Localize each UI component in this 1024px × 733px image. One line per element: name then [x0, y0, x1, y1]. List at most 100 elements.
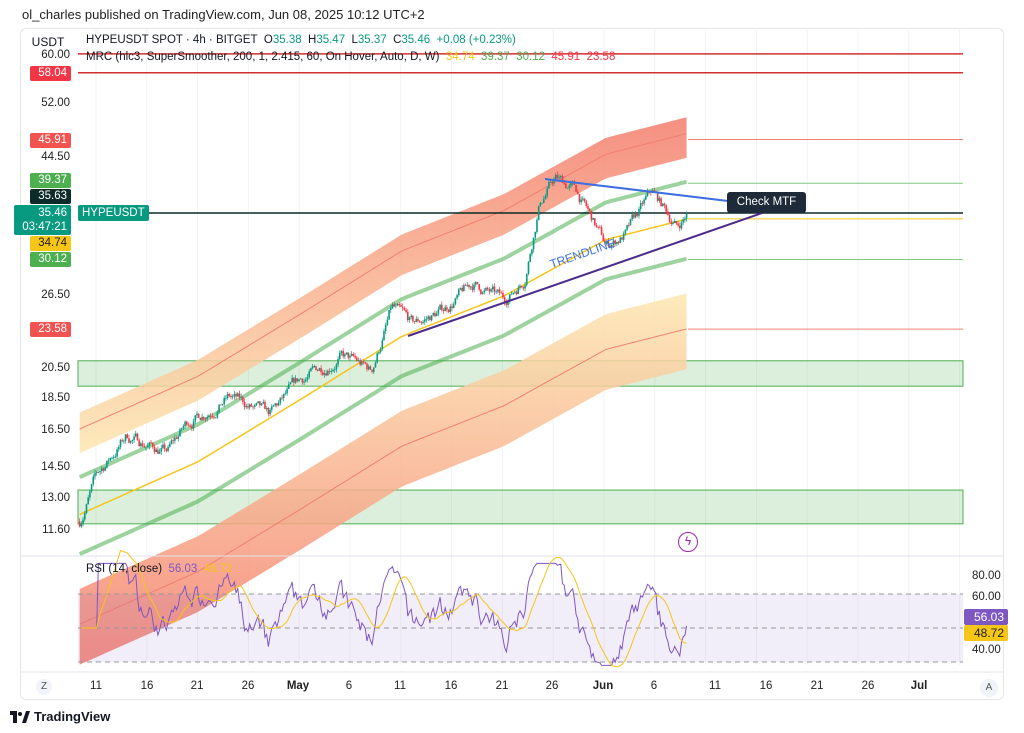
candle-body: [296, 378, 299, 382]
candle-body: [321, 372, 324, 375]
check-mtf-note[interactable]: Check MTF: [727, 192, 806, 213]
candle-body: [541, 202, 543, 204]
candle-body: [673, 220, 676, 224]
bar-countdown: 03:47:21: [22, 221, 67, 233]
candle-body: [310, 368, 312, 372]
candle-body: [633, 214, 635, 218]
candle-body: [160, 447, 163, 452]
outer-lower-mid-line: [79, 328, 687, 625]
candle-body: [622, 233, 625, 240]
candle-body: [352, 353, 355, 356]
time-tick: 6: [345, 680, 353, 692]
candle-body: [527, 261, 530, 274]
candle-body: [291, 377, 293, 383]
candle-body: [121, 440, 123, 442]
candle-body: [549, 181, 552, 183]
auto-scale-button[interactable]: A: [980, 679, 998, 697]
candle-body: [236, 393, 239, 397]
candle-body: [184, 421, 186, 427]
candle-body: [423, 319, 426, 322]
candle-body: [636, 213, 639, 216]
indicator-legend: MRC (hlc3, SuperSmoother, 200, 1, 2.415,…: [86, 51, 615, 63]
l-label: L: [351, 34, 358, 46]
candle-body: [226, 393, 229, 398]
candle-body: [665, 205, 667, 212]
candle-body: [449, 306, 452, 312]
symbol-title[interactable]: HYPEUSDT SPOT · 4h · BITGET: [86, 34, 258, 46]
candle-body: [123, 440, 125, 442]
candle-body: [384, 324, 387, 332]
candle-body: [333, 369, 336, 371]
candle-body: [131, 439, 134, 441]
time-tick: 11: [394, 680, 406, 692]
candle-body: [202, 416, 205, 419]
candle-body: [92, 476, 95, 485]
candle-body: [143, 446, 146, 448]
candle-body: [267, 408, 270, 415]
candle-body: [257, 401, 259, 404]
zoom-reset-button[interactable]: Z: [36, 679, 52, 695]
candle-body: [235, 393, 237, 397]
tradingview-logo-icon: [10, 710, 30, 723]
candle-body: [197, 413, 200, 418]
candle-body: [566, 187, 569, 189]
mean-value: 34.74: [445, 51, 475, 63]
candle-body: [308, 371, 310, 378]
chart-frame: [20, 28, 1004, 700]
candle-body: [216, 412, 219, 418]
candle-body: [605, 241, 608, 244]
candle-body: [298, 379, 300, 382]
candle-body: [468, 284, 470, 288]
candle-body: [109, 457, 112, 461]
candle-body: [214, 417, 217, 419]
candle-body: [593, 218, 596, 226]
candle-body: [289, 382, 292, 385]
candle-body: [607, 241, 610, 246]
currency-button[interactable]: USDT: [22, 31, 74, 53]
candle-body: [293, 377, 295, 383]
candle-body: [221, 404, 224, 406]
candle-body: [189, 425, 191, 427]
candle-body: [104, 467, 106, 471]
candle-body: [255, 403, 258, 405]
price-tick: 52.00: [41, 97, 70, 109]
candle-body: [345, 352, 348, 355]
rsi-title[interactable]: RSI (14, close): [86, 563, 163, 575]
candle-body: [206, 417, 208, 419]
candle-body: [621, 237, 623, 240]
candle-body: [133, 436, 135, 440]
candle-body: [313, 366, 316, 367]
candle-body: [245, 406, 248, 408]
candle-body: [616, 241, 618, 245]
candle-body: [660, 198, 662, 207]
candle-body: [514, 291, 516, 293]
candle-body: [454, 298, 457, 305]
indicator-title[interactable]: MRC (hlc3, SuperSmoother, 200, 1, 2.415,…: [86, 51, 440, 63]
candle-body: [248, 404, 251, 408]
candle-body: [386, 319, 389, 325]
candle-body: [398, 304, 401, 306]
rsi-tick: 80.00: [972, 570, 1001, 582]
candle-body: [99, 471, 101, 473]
candle-body: [342, 351, 344, 357]
candle-body: [128, 438, 130, 443]
candle-body: [90, 484, 93, 492]
candle-body: [466, 284, 469, 286]
candle-body: [524, 285, 526, 289]
candle-body: [609, 245, 611, 248]
candle-body: [517, 287, 520, 295]
candle-body: [406, 312, 409, 321]
candle-body: [437, 309, 440, 314]
candle-body: [344, 354, 346, 357]
candle-body: [638, 208, 640, 216]
candle-body: [265, 408, 268, 410]
price-tick: 16.50: [41, 424, 70, 436]
tradingview-logo[interactable]: TradingView: [10, 709, 110, 724]
candle-body: [175, 437, 178, 439]
candle-body: [400, 305, 402, 307]
lower-band-cloud: [79, 293, 687, 665]
lightning-event-icon[interactable]: ϟ: [678, 532, 698, 552]
candle-body: [485, 287, 487, 291]
candle-body: [678, 225, 681, 229]
